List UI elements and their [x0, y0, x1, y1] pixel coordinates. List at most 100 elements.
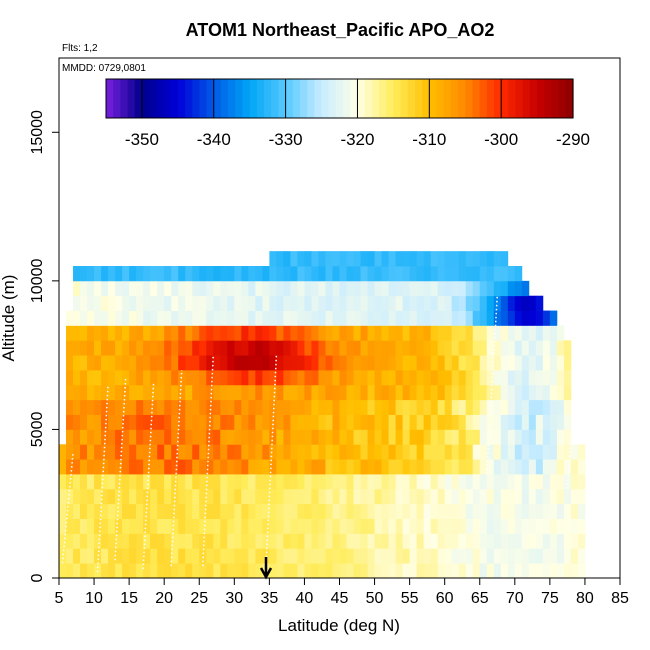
- heatmap-cell: [451, 340, 460, 356]
- heatmap-cell: [479, 444, 488, 460]
- heatmap-cell: [507, 459, 516, 475]
- heatmap-cell: [108, 355, 116, 371]
- heatmap-cell: [164, 340, 172, 356]
- heatmap-cell: [122, 563, 130, 579]
- heatmap-cell: [395, 384, 404, 401]
- heatmap-cell: [206, 325, 214, 341]
- heatmap-cell: [556, 325, 565, 341]
- heatmap-cell: [542, 384, 551, 401]
- heatmap-cell: [577, 444, 586, 460]
- colorbar-tick-label: -350: [125, 130, 159, 149]
- heatmap-cell: [283, 399, 291, 415]
- colorbar-swatch: [314, 79, 323, 118]
- heatmap-cell: [192, 355, 200, 371]
- heatmap-cell: [360, 548, 368, 564]
- heatmap-cell: [73, 533, 81, 549]
- heatmap-cell: [297, 325, 305, 341]
- heatmap-cell: [297, 370, 305, 386]
- heatmap-cell: [213, 370, 221, 386]
- heatmap-cell: [199, 563, 207, 579]
- heatmap-cell: [192, 488, 200, 505]
- heatmap-cell: [563, 488, 572, 505]
- heatmap-cell: [255, 444, 263, 460]
- heatmap-cell: [73, 355, 81, 371]
- heatmap-cell: [444, 251, 453, 267]
- heatmap-cell: [115, 266, 123, 282]
- heatmap-cell: [367, 548, 375, 564]
- heatmap-cell: [570, 518, 579, 534]
- heatmap-cell: [486, 414, 495, 430]
- heatmap-cell: [493, 310, 502, 326]
- heatmap-cell: [353, 266, 361, 282]
- heatmap-cell: [528, 474, 537, 490]
- heatmap-cell: [171, 295, 179, 311]
- heatmap-cell: [339, 459, 347, 475]
- heatmap-cell: [549, 384, 558, 401]
- heatmap-cell: [570, 474, 579, 490]
- heatmap-cell: [171, 370, 179, 386]
- colorbar-swatch: [120, 79, 129, 118]
- heatmap-cell: [304, 488, 312, 505]
- heatmap-cell: [528, 399, 537, 415]
- heatmap-cell: [507, 444, 516, 460]
- heatmap-cell: [178, 325, 186, 341]
- heatmap-cell: [178, 488, 186, 505]
- heatmap-cell: [136, 414, 144, 430]
- heatmap-cell: [500, 548, 509, 564]
- heatmap-cell: [101, 503, 109, 519]
- heatmap-cell: [549, 488, 558, 505]
- heatmap-cell: [94, 488, 102, 505]
- heatmap-cell: [353, 548, 361, 564]
- heatmap-cell: [297, 340, 305, 356]
- heatmap-cell: [262, 518, 270, 534]
- heatmap-cell: [178, 533, 186, 549]
- heatmap-cell: [199, 444, 207, 460]
- heatmap-cell: [472, 444, 481, 460]
- heatmap-cell: [570, 563, 579, 579]
- heatmap-cell: [458, 548, 467, 564]
- heatmap-cell: [521, 325, 530, 341]
- heatmap-cell: [185, 295, 193, 311]
- heatmap-cell: [136, 384, 144, 401]
- heatmap-cell: [423, 384, 432, 401]
- heatmap-cell: [549, 444, 558, 460]
- colorbar-swatch: [493, 79, 502, 118]
- heatmap-cell: [101, 310, 109, 326]
- heatmap-cell: [171, 563, 179, 579]
- heatmap-cell: [423, 444, 432, 460]
- heatmap-cell: [115, 474, 123, 490]
- heatmap-cell: [500, 384, 509, 401]
- heatmap-cell: [150, 548, 158, 564]
- heatmap-cell: [290, 533, 298, 549]
- heatmap-cell: [234, 563, 242, 579]
- heatmap-cell: [479, 295, 488, 311]
- heatmap-cell: [500, 444, 509, 460]
- heatmap-cell: [549, 310, 558, 326]
- heatmap-cell: [66, 325, 74, 341]
- colorbar-swatch: [141, 79, 150, 118]
- heatmap-cell: [360, 518, 368, 534]
- heatmap-cell: [248, 548, 256, 564]
- heatmap-cell: [318, 444, 326, 460]
- heatmap-cell: [346, 488, 354, 505]
- heatmap-cell: [94, 340, 102, 356]
- heatmap-cell: [577, 563, 586, 579]
- heatmap-cell: [297, 399, 305, 415]
- heatmap-cell: [339, 563, 347, 579]
- heatmap-cell: [339, 533, 347, 549]
- heatmap-cell: [143, 518, 151, 534]
- heatmap-cell: [185, 340, 193, 356]
- heatmap-cell: [213, 563, 221, 579]
- heatmap-cell: [381, 399, 389, 415]
- heatmap-cell: [451, 399, 460, 415]
- colorbar-swatch: [292, 79, 301, 118]
- heatmap-cell: [262, 280, 270, 297]
- heatmap-cell: [108, 414, 116, 430]
- heatmap-cell: [409, 280, 418, 297]
- heatmap-cell: [402, 280, 411, 297]
- heatmap-cell: [514, 488, 523, 505]
- heatmap-cell: [451, 444, 460, 460]
- heatmap-cell: [234, 518, 242, 534]
- heatmap-cell: [409, 355, 418, 371]
- heatmap-cell: [248, 325, 256, 341]
